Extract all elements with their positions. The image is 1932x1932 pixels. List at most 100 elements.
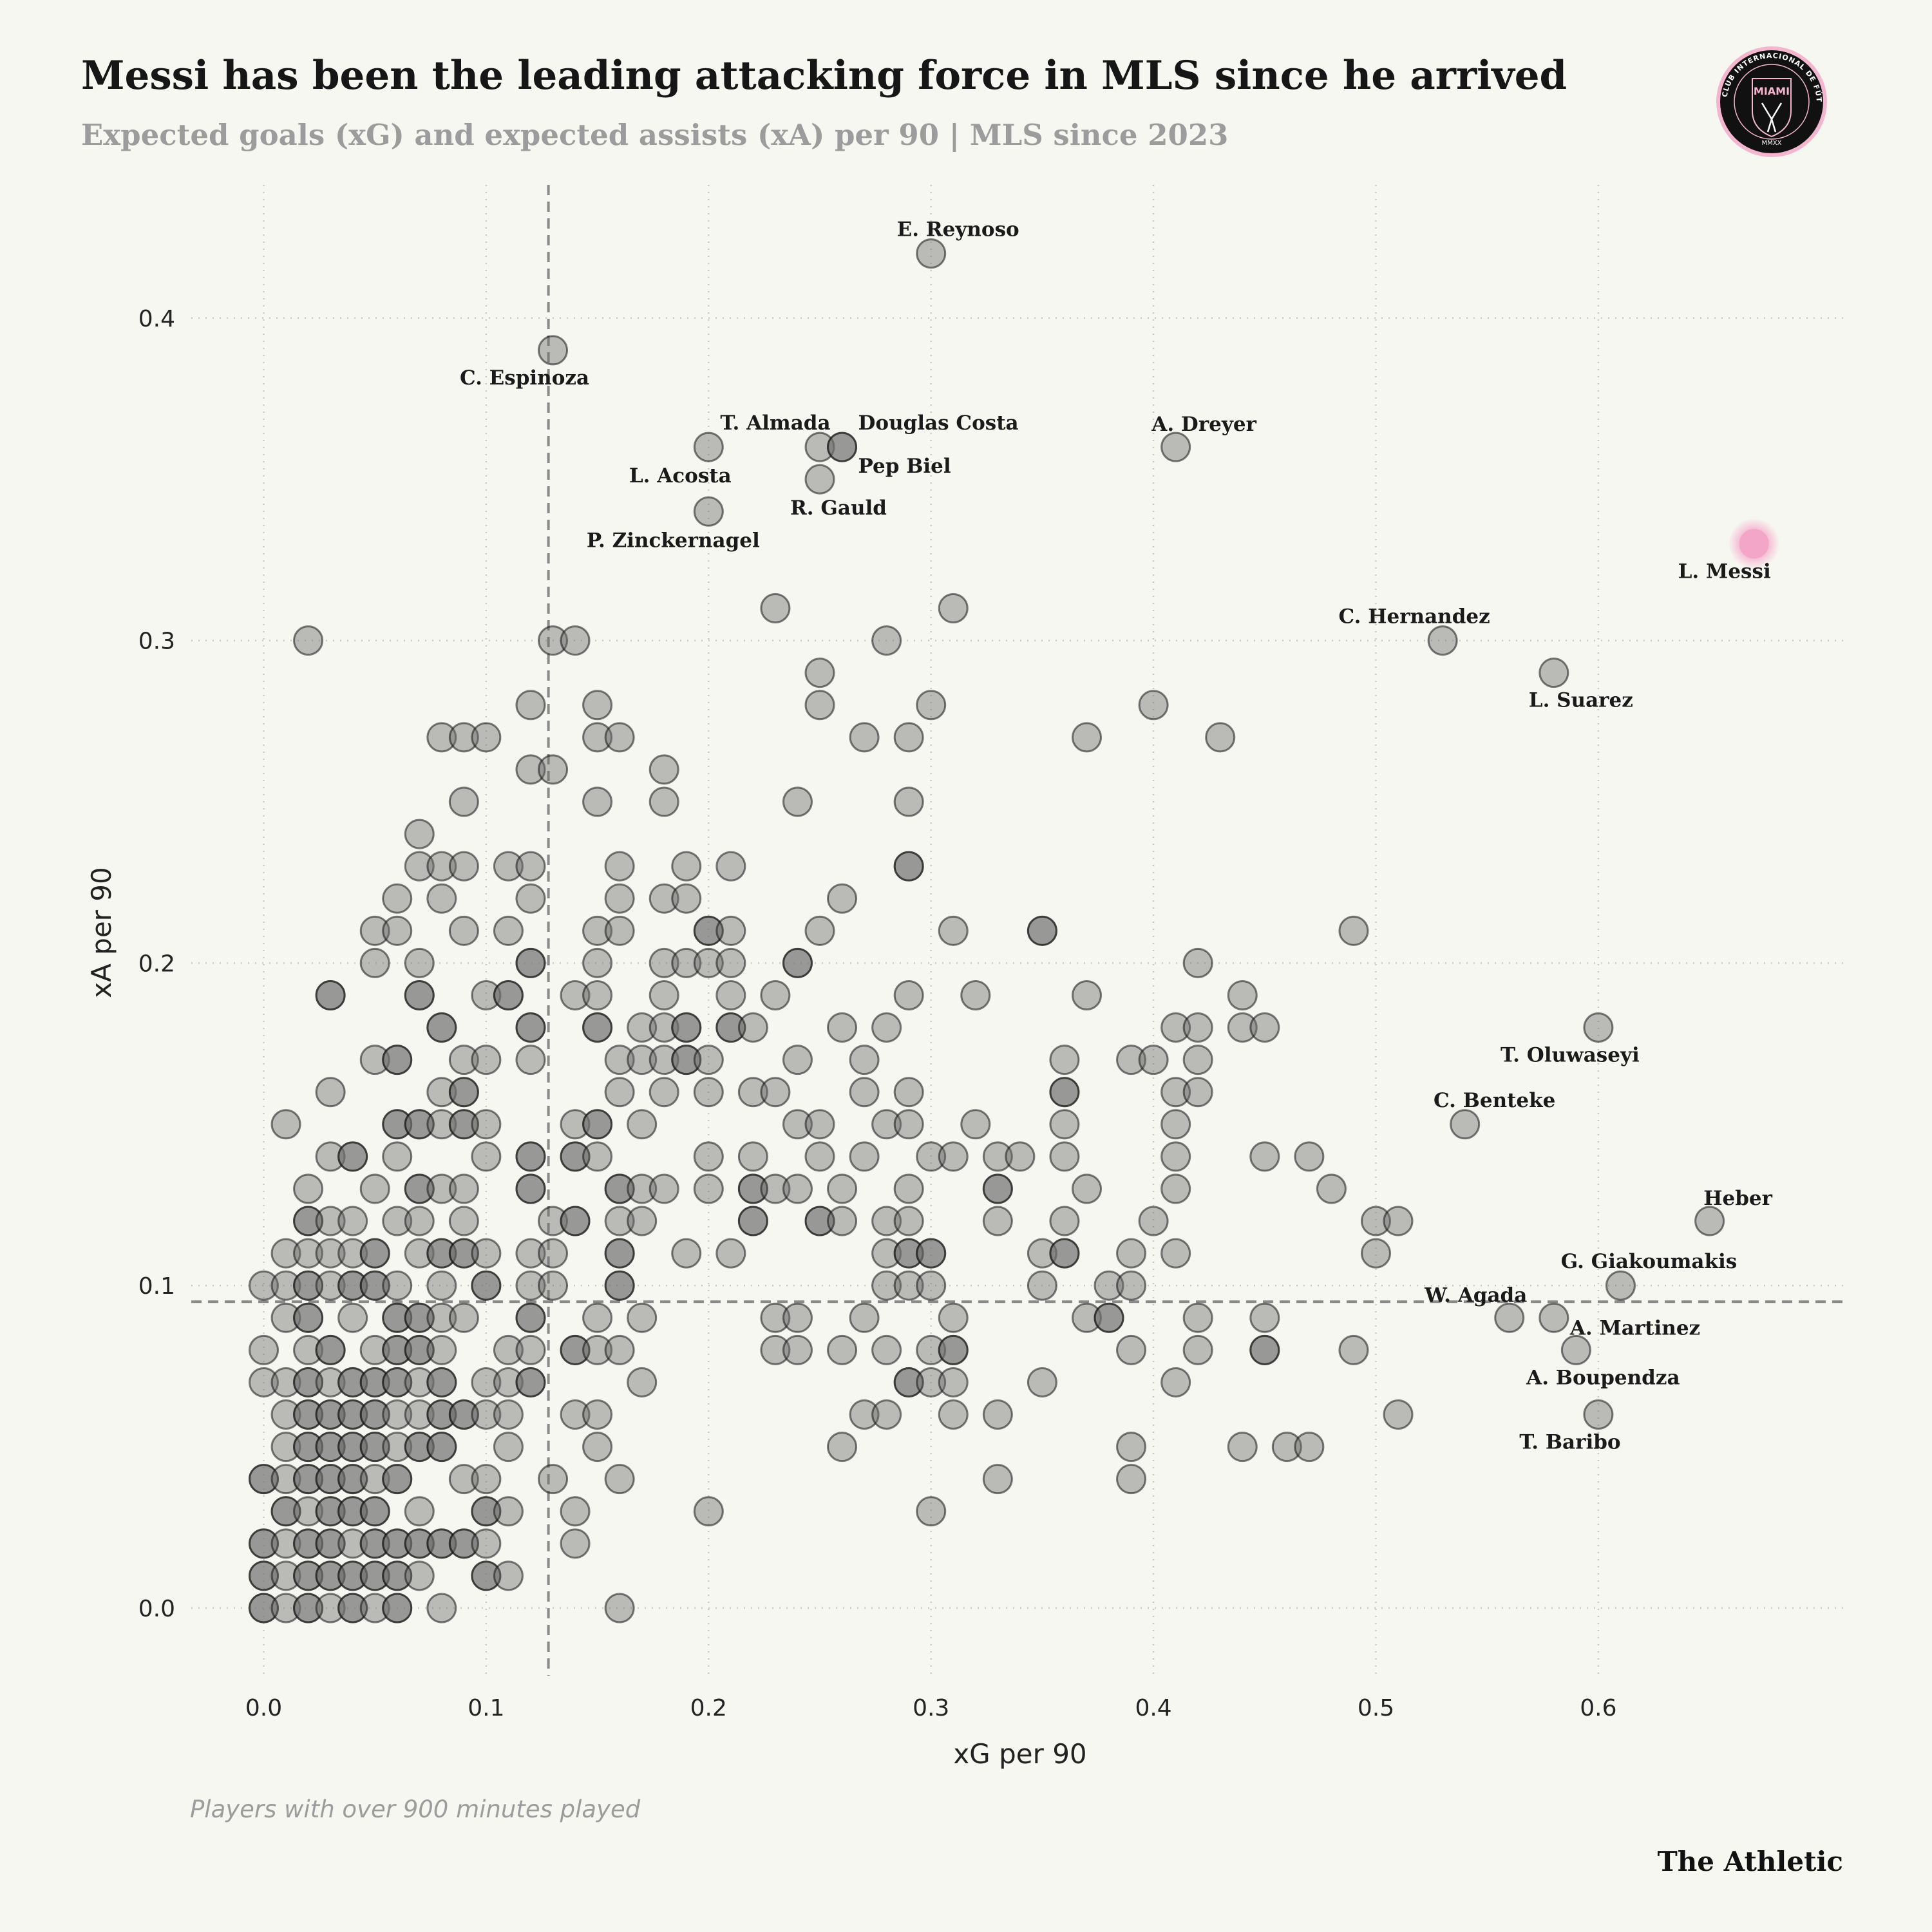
data-point [315,1560,346,1591]
data-point [604,1334,635,1365]
data-point [471,722,502,753]
data-point [671,1045,702,1075]
data-point [249,1270,279,1301]
data-point [426,883,457,914]
data-point [426,1109,457,1140]
data-point [270,1560,301,1591]
data-point [582,786,613,817]
data-point [1116,1238,1147,1269]
data-point [737,1173,768,1204]
data-point [382,915,413,946]
data-point [938,915,969,946]
data-point [1294,1141,1325,1172]
data-point [315,1270,346,1301]
data-point [404,1302,435,1333]
player-labels: E. Reynoso C. Espinoza T. Almada Douglas Co… [460,218,1773,1454]
data-point [1494,1302,1525,1333]
data-point [270,1367,301,1397]
data-point [893,1077,924,1108]
data-point [715,947,746,978]
data-point [315,1206,346,1236]
data-point [404,947,435,978]
data-point [604,1206,635,1236]
data-point [515,754,546,785]
data-point [893,1270,924,1301]
data-point [426,1334,457,1365]
brand-logo: The Athletic [1657,1846,1843,1877]
data-point [1182,1012,1213,1043]
data-point [871,1270,902,1301]
data-point [982,1173,1013,1204]
data-point [1271,1432,1302,1463]
data-point [893,851,924,882]
data-point [471,1367,502,1397]
data-point [627,1173,658,1204]
data-point [827,431,858,462]
data-point [249,1528,279,1559]
data-point [493,1367,524,1397]
data-point [337,1432,368,1463]
reference-lines [191,185,1848,1676]
data-point [1116,1464,1147,1495]
data-point [382,1045,413,1075]
data-point [737,1012,768,1043]
data-point [382,1432,413,1463]
data-point [315,1334,346,1365]
data-point [471,1528,502,1559]
data-point [1049,1109,1080,1140]
data-point [315,1077,346,1108]
data-point [1249,1012,1280,1043]
data-point [515,1141,546,1172]
data-point [315,1464,346,1495]
data-point [382,1206,413,1236]
data-point [382,1109,413,1140]
data-points [249,238,1780,1624]
data-point [448,1399,479,1430]
data-point [426,1173,457,1204]
data-point [560,1141,591,1172]
data-point [560,1399,591,1430]
data-point [404,1109,435,1140]
data-point [293,1334,324,1365]
data-point [582,1012,613,1043]
data-point [1182,1302,1213,1333]
data-point [359,1464,390,1495]
data-point [471,1464,502,1495]
data-point [1361,1238,1391,1269]
data-point [1294,1432,1325,1463]
data-point [471,1109,502,1140]
data-point [693,1141,724,1172]
data-point [293,1464,324,1495]
data-point [693,915,724,946]
data-point [337,1593,368,1624]
data-point [960,980,991,1010]
data-point [382,1528,413,1559]
data-point [1049,1141,1080,1172]
data-point [359,1593,390,1624]
data-point [1249,1302,1280,1333]
data-point [515,1045,546,1075]
data-point [471,1270,502,1301]
player-label: L. Messi [1678,560,1771,583]
data-point [604,883,635,914]
data-point [1182,1077,1213,1108]
data-point [1027,1270,1057,1301]
data-point [1116,1045,1147,1075]
data-point [471,1560,502,1591]
data-point [938,1399,969,1430]
data-point [359,1270,390,1301]
data-point [693,1173,724,1204]
data-point [671,1012,702,1043]
data-point [315,980,346,1010]
data-point [382,1367,413,1397]
data-point [737,1077,768,1108]
data-point [293,1367,324,1397]
footnote: Players with over 900 minutes played [190,1795,641,1823]
data-point [293,1270,324,1301]
data-point [1227,980,1258,1010]
data-point [982,1206,1013,1236]
data-point [582,980,613,1010]
data-point [982,1141,1013,1172]
data-point [359,915,390,946]
